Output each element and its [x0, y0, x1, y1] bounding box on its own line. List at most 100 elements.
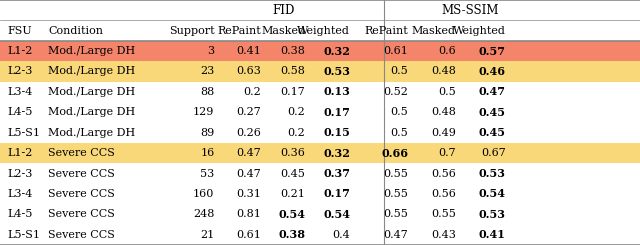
Text: 0.47: 0.47: [479, 86, 506, 97]
Text: 0.15: 0.15: [323, 127, 350, 138]
Text: 0.47: 0.47: [236, 148, 261, 158]
Text: RePaint: RePaint: [365, 26, 408, 36]
Text: L4-5: L4-5: [8, 209, 33, 219]
Text: 0.47: 0.47: [383, 230, 408, 240]
Text: 0.54: 0.54: [479, 188, 506, 199]
Text: 0.47: 0.47: [236, 169, 261, 179]
Text: Severe CCS: Severe CCS: [48, 148, 115, 158]
Text: 0.61: 0.61: [236, 230, 261, 240]
Text: 3: 3: [207, 46, 214, 56]
Text: 16: 16: [200, 148, 214, 158]
Text: L1-2: L1-2: [8, 148, 33, 158]
Bar: [0, 225, 640, 245]
Text: 0.48: 0.48: [431, 107, 456, 117]
Text: 0.53: 0.53: [479, 168, 506, 179]
Text: 0.2: 0.2: [287, 128, 305, 138]
Text: L3-4: L3-4: [8, 87, 33, 97]
Text: 0.48: 0.48: [431, 66, 456, 76]
Text: Severe CCS: Severe CCS: [48, 230, 115, 240]
Text: 0.4: 0.4: [332, 230, 350, 240]
Text: 0.2: 0.2: [287, 107, 305, 117]
Text: 0.2: 0.2: [243, 87, 261, 97]
Text: Masked: Masked: [261, 26, 305, 36]
Text: L2-3: L2-3: [8, 66, 33, 76]
Text: 0.54: 0.54: [323, 209, 350, 220]
Text: 0.56: 0.56: [431, 169, 456, 179]
Text: 0.45: 0.45: [479, 127, 506, 138]
Text: 0.26: 0.26: [236, 128, 261, 138]
Text: L2-3: L2-3: [8, 169, 33, 179]
Text: 0.5: 0.5: [390, 66, 408, 76]
Text: 0.17: 0.17: [323, 188, 350, 199]
Bar: [0, 122, 640, 143]
Text: 0.21: 0.21: [280, 189, 305, 199]
Text: 0.43: 0.43: [431, 230, 456, 240]
Text: 0.53: 0.53: [479, 209, 506, 220]
Text: Support: Support: [169, 26, 214, 36]
Text: 0.61: 0.61: [383, 46, 408, 56]
Text: Weighted: Weighted: [297, 26, 350, 36]
Text: 0.57: 0.57: [479, 46, 506, 57]
Text: 0.52: 0.52: [383, 87, 408, 97]
Text: 0.38: 0.38: [278, 229, 305, 240]
Text: MS-SSIM: MS-SSIM: [442, 4, 499, 17]
Text: 0.67: 0.67: [481, 148, 506, 158]
Bar: [0, 61, 640, 82]
Text: L3-4: L3-4: [8, 189, 33, 199]
Bar: [0, 184, 640, 204]
Text: 0.55: 0.55: [383, 189, 408, 199]
Text: Mod./Large DH: Mod./Large DH: [48, 46, 135, 56]
Text: 0.49: 0.49: [431, 128, 456, 138]
Text: 0.17: 0.17: [323, 107, 350, 118]
Bar: [0, 102, 640, 122]
Text: 0.17: 0.17: [280, 87, 305, 97]
Text: Severe CCS: Severe CCS: [48, 169, 115, 179]
Text: 0.5: 0.5: [390, 128, 408, 138]
Text: 0.66: 0.66: [381, 148, 408, 159]
Text: 248: 248: [193, 209, 214, 219]
Text: 0.55: 0.55: [383, 209, 408, 219]
Text: 160: 160: [193, 189, 214, 199]
Text: 0.7: 0.7: [438, 148, 456, 158]
Text: 0.31: 0.31: [236, 189, 261, 199]
Text: 0.45: 0.45: [479, 107, 506, 118]
Text: 129: 129: [193, 107, 214, 117]
Bar: [0, 204, 640, 225]
Bar: [0, 82, 640, 102]
Text: 0.56: 0.56: [431, 189, 456, 199]
Text: 0.38: 0.38: [280, 46, 305, 56]
Bar: [0, 143, 640, 163]
Text: 0.45: 0.45: [280, 169, 305, 179]
Text: 0.58: 0.58: [280, 66, 305, 76]
Text: FSU: FSU: [8, 26, 32, 36]
Text: 0.37: 0.37: [323, 168, 350, 179]
Text: 53: 53: [200, 169, 214, 179]
Text: 0.13: 0.13: [323, 86, 350, 97]
Text: 0.55: 0.55: [383, 169, 408, 179]
Text: Masked: Masked: [412, 26, 456, 36]
Text: 0.27: 0.27: [236, 107, 261, 117]
Text: Mod./Large DH: Mod./Large DH: [48, 128, 135, 138]
Text: Mod./Large DH: Mod./Large DH: [48, 87, 135, 97]
Text: Weighted: Weighted: [452, 26, 506, 36]
Text: L1-2: L1-2: [8, 46, 33, 56]
Text: 0.41: 0.41: [479, 229, 506, 240]
Text: L4-5: L4-5: [8, 107, 33, 117]
Text: Condition: Condition: [48, 26, 103, 36]
Text: L5-S1: L5-S1: [8, 128, 41, 138]
Text: 89: 89: [200, 128, 214, 138]
Text: 0.5: 0.5: [438, 87, 456, 97]
Text: RePaint: RePaint: [218, 26, 261, 36]
Text: 0.5: 0.5: [390, 107, 408, 117]
Text: Severe CCS: Severe CCS: [48, 189, 115, 199]
Bar: [0, 163, 640, 184]
Bar: [0, 41, 640, 61]
Text: 0.54: 0.54: [278, 209, 305, 220]
Text: 0.46: 0.46: [479, 66, 506, 77]
Text: 0.32: 0.32: [323, 46, 350, 57]
Text: 0.41: 0.41: [236, 46, 261, 56]
Text: Severe CCS: Severe CCS: [48, 209, 115, 219]
Text: 0.53: 0.53: [323, 66, 350, 77]
Text: L5-S1: L5-S1: [8, 230, 41, 240]
Text: 0.81: 0.81: [236, 209, 261, 219]
